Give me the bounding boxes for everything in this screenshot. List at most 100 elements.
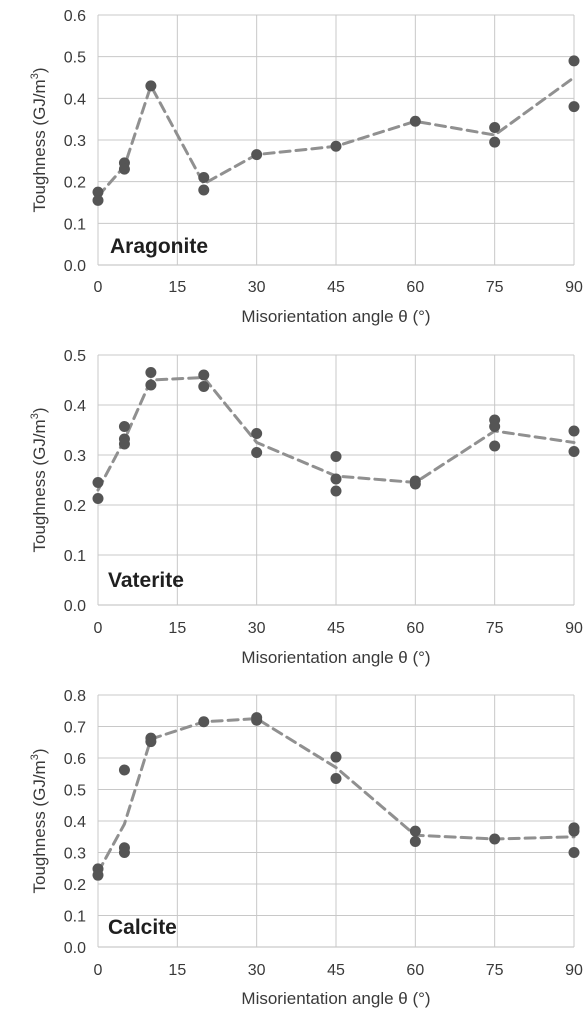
y-tick-label: 0.3 [64,448,86,465]
data-point [198,381,210,392]
y-tick-label: 0.4 [64,398,86,415]
chart-panel-vaterite: 0.0 0.1 0.2 0.3 0.4 0.5 0 15 30 45 60 75 90 Misorient… [29,348,583,667]
x-tick-label: 30 [248,962,266,979]
x-tick-label: 90 [565,962,583,979]
data-point [409,825,421,837]
panel-label: Vaterite [108,569,184,592]
y-tick-label: 0.0 [64,940,86,957]
data-point [92,493,104,504]
x-tick-label: 15 [168,962,186,979]
y-tick-label: 0.8 [64,688,86,705]
y-axis-label: Toughness (GJ/m3) [29,67,49,212]
x-tick-label: 45 [327,279,345,296]
y-tick-label: 0.1 [64,216,86,233]
data-point [330,772,342,784]
y-tick-label: 0.3 [64,846,86,863]
x-tick-label: 30 [248,620,266,637]
chart-panel-calcite: 0.0 0.1 0.2 0.3 0.4 0.5 0.6 0.7 0.8 0 15 30 45 60 75 90… [29,688,583,1008]
data-point [251,149,263,161]
data-point [489,440,501,452]
data-point [92,869,104,881]
y-tick-label: 0.2 [64,498,86,515]
x-tick-label: 30 [248,279,266,296]
data-point [145,80,157,92]
x-tick-label: 45 [327,962,345,979]
y-tick-label: 0.4 [64,814,86,831]
chart-panel-aragonite: 0.0 0.1 0.2 0.3 0.4 0.5 0.6 0 15 30 45 60 75 90 Misori… [29,8,583,326]
data-point [568,101,580,113]
x-tick-label: 75 [486,962,504,979]
data-point [92,477,104,488]
x-tick-label: 0 [94,620,103,637]
data-point [92,186,104,198]
data-point [568,425,580,437]
data-point [118,847,130,858]
x-tick-label: 75 [486,620,504,637]
data-point [489,833,501,845]
data-point [330,751,342,763]
y-tick-label: 0.0 [64,598,86,615]
data-point [330,485,342,497]
data-point [198,172,210,183]
y-tick-label: 0.0 [64,258,86,275]
data-point [489,421,501,432]
data-point [92,194,104,206]
data-point [409,835,421,847]
y-axis-label: Toughness (GJ/m3) [29,407,49,552]
x-axis-label: Misorientation angle θ (°) [241,648,430,667]
x-tick-label: 0 [94,962,103,979]
data-point [330,140,342,152]
y-tick-label: 0.2 [64,877,86,894]
trend-line [96,717,576,874]
data-point [118,421,130,432]
data-point [251,428,263,439]
y-tick-label: 0.3 [64,133,86,150]
data-point [568,446,580,457]
data-point [251,714,263,726]
panel-label: Calcite [108,916,177,939]
data-point [489,122,501,133]
data-point [198,716,210,728]
y-tick-label: 0.5 [64,783,86,800]
data-point [568,55,580,67]
x-axis-label: Misorientation angle θ (°) [241,989,430,1008]
data-point [145,367,157,378]
y-tick-label: 0.6 [64,8,86,25]
y-tick-label: 0.5 [64,348,86,365]
data-point [145,379,157,391]
x-axis-label: Misorientation angle θ (°) [241,307,430,326]
data-point [568,847,580,858]
data-point [118,438,130,450]
data-point [409,478,421,490]
data-point [409,115,421,127]
x-tick-label: 15 [168,620,186,637]
x-tick-label: 60 [406,620,424,637]
data-point [330,473,342,485]
data-point [568,825,580,837]
x-tick-label: 0 [94,279,103,296]
data-point [251,447,263,458]
data-point [198,184,210,196]
panel-label: Aragonite [110,235,208,258]
x-tick-label: 45 [327,620,345,637]
trend-line [96,375,576,492]
y-tick-label: 0.2 [64,175,86,192]
x-tick-label: 75 [486,279,504,296]
y-tick-label: 0.7 [64,720,86,737]
data-point [118,764,130,776]
data-point [330,451,342,462]
y-tick-label: 0.5 [64,50,86,67]
y-tick-label: 0.4 [64,91,86,108]
data-point [145,736,157,748]
y-tick-label: 0.6 [64,751,86,768]
x-tick-label: 60 [406,279,424,296]
x-tick-label: 60 [406,962,424,979]
data-point [118,163,130,175]
x-tick-label: 15 [168,279,186,296]
data-point [489,136,501,148]
x-tick-label: 90 [565,279,583,296]
x-tick-label: 90 [565,620,583,637]
y-tick-label: 0.1 [64,909,86,926]
y-tick-label: 0.1 [64,548,86,565]
